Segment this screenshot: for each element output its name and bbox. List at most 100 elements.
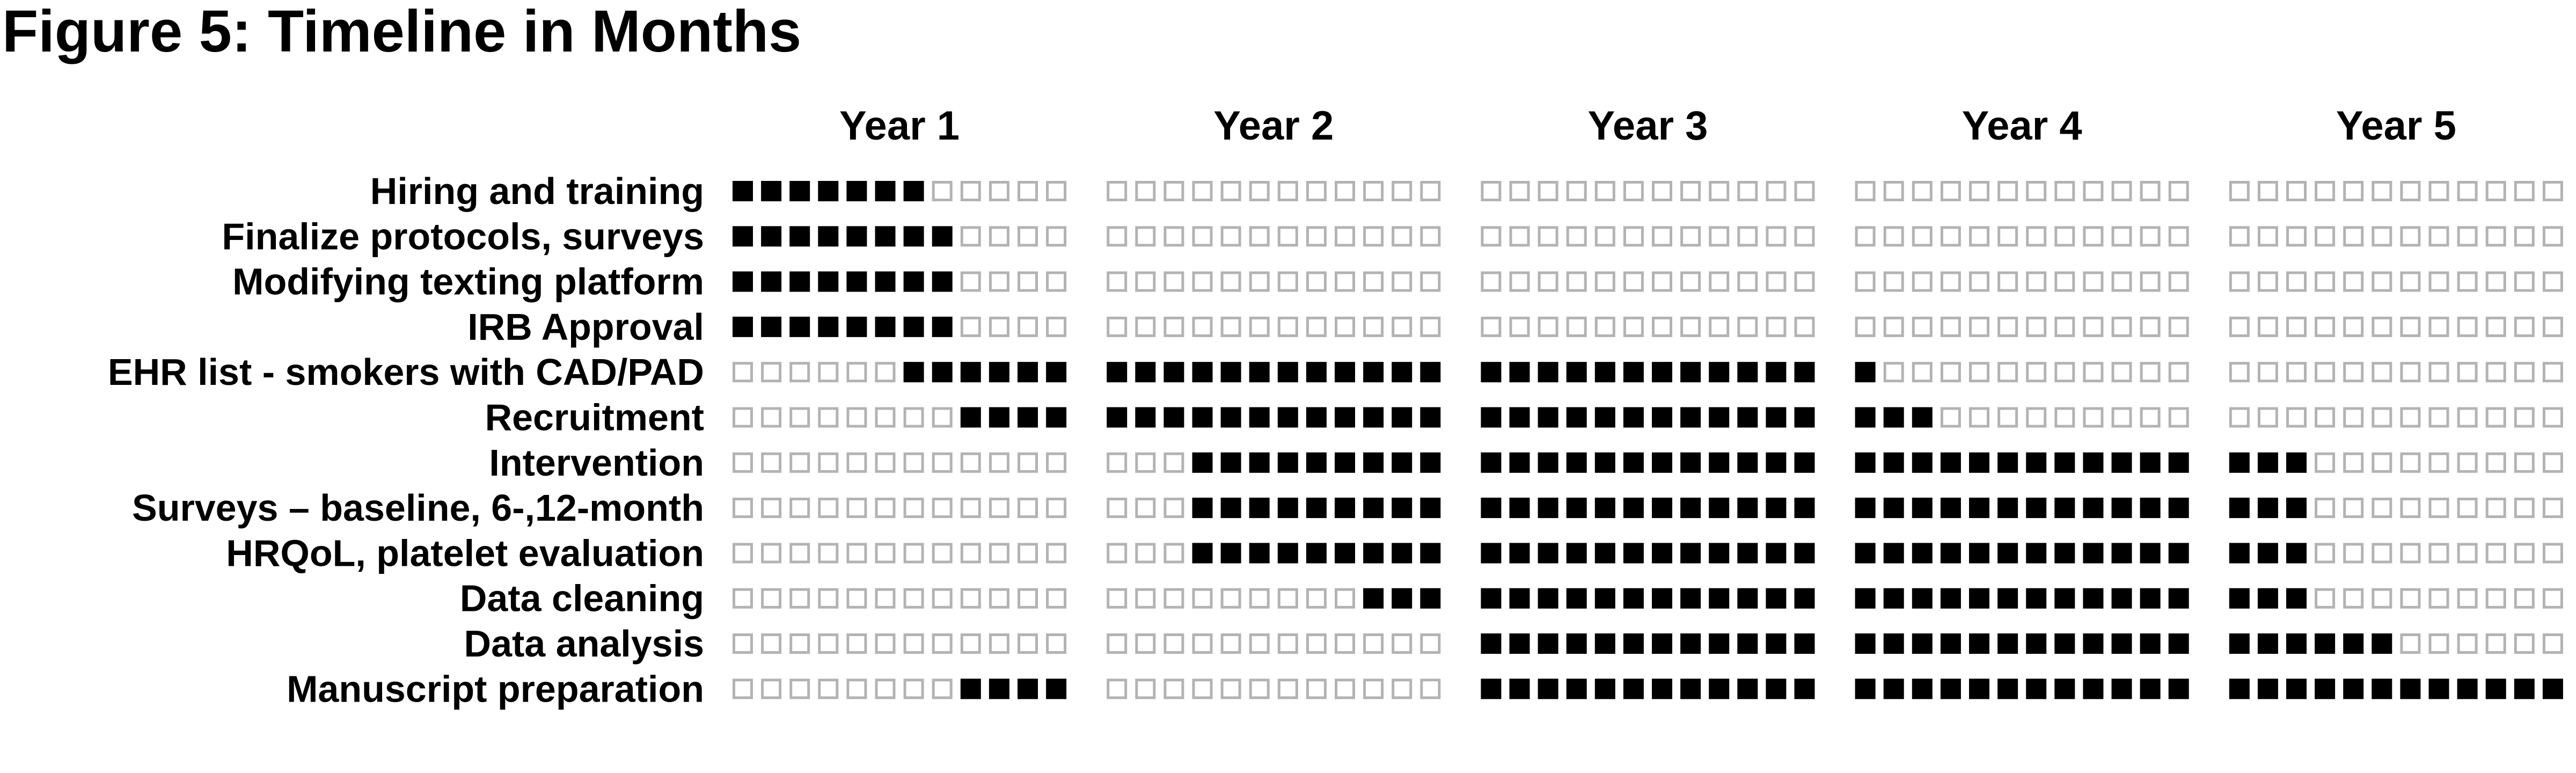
- month-cell-empty: [1220, 181, 1241, 201]
- month-cell-empty: [2315, 452, 2336, 473]
- month-cell-filled: [2111, 633, 2132, 654]
- month-cell-empty: [1969, 271, 1989, 292]
- month-cell-filled: [989, 362, 1009, 383]
- month-cell-filled: [1623, 498, 1644, 519]
- month-cell-empty: [1107, 316, 1128, 337]
- month-cell-empty: [2343, 588, 2364, 609]
- month-cell-empty: [2485, 452, 2506, 473]
- month-cell-empty: [2054, 181, 2075, 201]
- month-cell-empty: [1997, 226, 2018, 247]
- month-cell-filled: [761, 271, 782, 292]
- month-cell-filled: [1709, 452, 1730, 473]
- month-cell-empty: [1538, 226, 1558, 247]
- month-cell-empty: [1940, 226, 1961, 247]
- month-cell-empty: [1192, 679, 1213, 699]
- month-cell-empty: [1335, 181, 1355, 201]
- month-cell-empty: [1018, 452, 1038, 473]
- month-cell-empty: [1107, 633, 1128, 654]
- month-cell-empty: [1594, 226, 1615, 247]
- month-cell-empty: [733, 362, 753, 383]
- month-cell-empty: [1306, 316, 1327, 337]
- month-cell-empty: [1652, 181, 1672, 201]
- month-cell-empty: [1335, 633, 1355, 654]
- month-cell-filled: [1306, 452, 1327, 473]
- month-cell-empty: [1192, 316, 1213, 337]
- month-cell-empty: [2485, 316, 2506, 337]
- month-cell-empty: [2400, 362, 2421, 383]
- month-cell-filled: [1912, 588, 1933, 609]
- month-cell-filled: [1766, 452, 1787, 473]
- month-cell-filled: [1969, 588, 1989, 609]
- month-cell-filled: [1969, 679, 1989, 699]
- month-cell-filled: [2083, 679, 2104, 699]
- month-cell-empty: [1046, 498, 1067, 519]
- month-cell-filled: [1912, 452, 1933, 473]
- month-cell-filled: [960, 407, 981, 428]
- month-cell-empty: [2315, 316, 2336, 337]
- month-cell-empty: [1680, 271, 1701, 292]
- month-cell-empty: [2343, 543, 2364, 564]
- month-cell-filled: [2054, 498, 2075, 519]
- month-cell-empty: [2343, 226, 2364, 247]
- month-cell-empty: [989, 271, 1009, 292]
- month-cell-empty: [1420, 181, 1441, 201]
- month-cell-empty: [1163, 316, 1184, 337]
- month-cell-filled: [1192, 543, 1213, 564]
- month-cell-empty: [2428, 498, 2449, 519]
- task-label: Intervention: [489, 442, 704, 484]
- month-cell-filled: [932, 271, 953, 292]
- month-cell-empty: [1940, 407, 1961, 428]
- month-cell-empty: [1335, 679, 1355, 699]
- month-cell-empty: [2343, 316, 2364, 337]
- month-cell-empty: [2542, 498, 2563, 519]
- month-cell-empty: [2083, 271, 2104, 292]
- month-cell-empty: [1794, 226, 1815, 247]
- month-cell-empty: [1623, 271, 1644, 292]
- month-cell-empty: [2140, 407, 2161, 428]
- month-cell-filled: [846, 181, 867, 201]
- month-cell-empty: [989, 498, 1009, 519]
- month-cell-empty: [1883, 316, 1904, 337]
- month-cell-empty: [2257, 407, 2278, 428]
- month-cell-filled: [818, 181, 839, 201]
- month-cell-filled: [2372, 633, 2392, 654]
- month-cell-empty: [1363, 633, 1384, 654]
- month-cell-empty: [1249, 588, 1270, 609]
- month-cell-filled: [2257, 679, 2278, 699]
- month-cell-empty: [2400, 316, 2421, 337]
- month-cell-empty: [1135, 316, 1156, 337]
- month-cell-empty: [2485, 362, 2506, 383]
- month-cell-filled: [1766, 588, 1787, 609]
- month-cell-empty: [2400, 498, 2421, 519]
- month-cell-filled: [1538, 407, 1558, 428]
- month-cell-filled: [1220, 543, 1241, 564]
- month-cell-filled: [1538, 679, 1558, 699]
- month-cell-empty: [2457, 407, 2478, 428]
- month-cell-filled: [1855, 633, 1876, 654]
- month-cell-filled: [1912, 407, 1933, 428]
- month-cell-filled: [1940, 543, 1961, 564]
- month-cell-filled: [1883, 679, 1904, 699]
- month-cell-empty: [1538, 271, 1558, 292]
- month-cell-empty: [1335, 588, 1355, 609]
- month-cell-empty: [2083, 226, 2104, 247]
- month-cell-empty: [2485, 498, 2506, 519]
- month-cell-empty: [1277, 633, 1298, 654]
- month-cell-empty: [2111, 362, 2132, 383]
- month-cell-empty: [1046, 271, 1067, 292]
- month-cell-filled: [2257, 633, 2278, 654]
- month-cell-empty: [2111, 226, 2132, 247]
- month-cell-filled: [2286, 543, 2307, 564]
- month-cell-filled: [932, 226, 953, 247]
- month-cell-empty: [1509, 181, 1530, 201]
- month-cell-empty: [1940, 271, 1961, 292]
- month-cell-empty: [761, 407, 782, 428]
- task-row: [733, 226, 2563, 247]
- figure-title: Figure 5: Timeline in Months: [2, 0, 802, 64]
- month-cell-empty: [2428, 316, 2449, 337]
- month-cell-empty: [1481, 271, 1502, 292]
- month-cell-empty: [989, 633, 1009, 654]
- month-cell-empty: [2054, 271, 2075, 292]
- month-cell-empty: [932, 181, 953, 201]
- month-cell-empty: [2083, 316, 2104, 337]
